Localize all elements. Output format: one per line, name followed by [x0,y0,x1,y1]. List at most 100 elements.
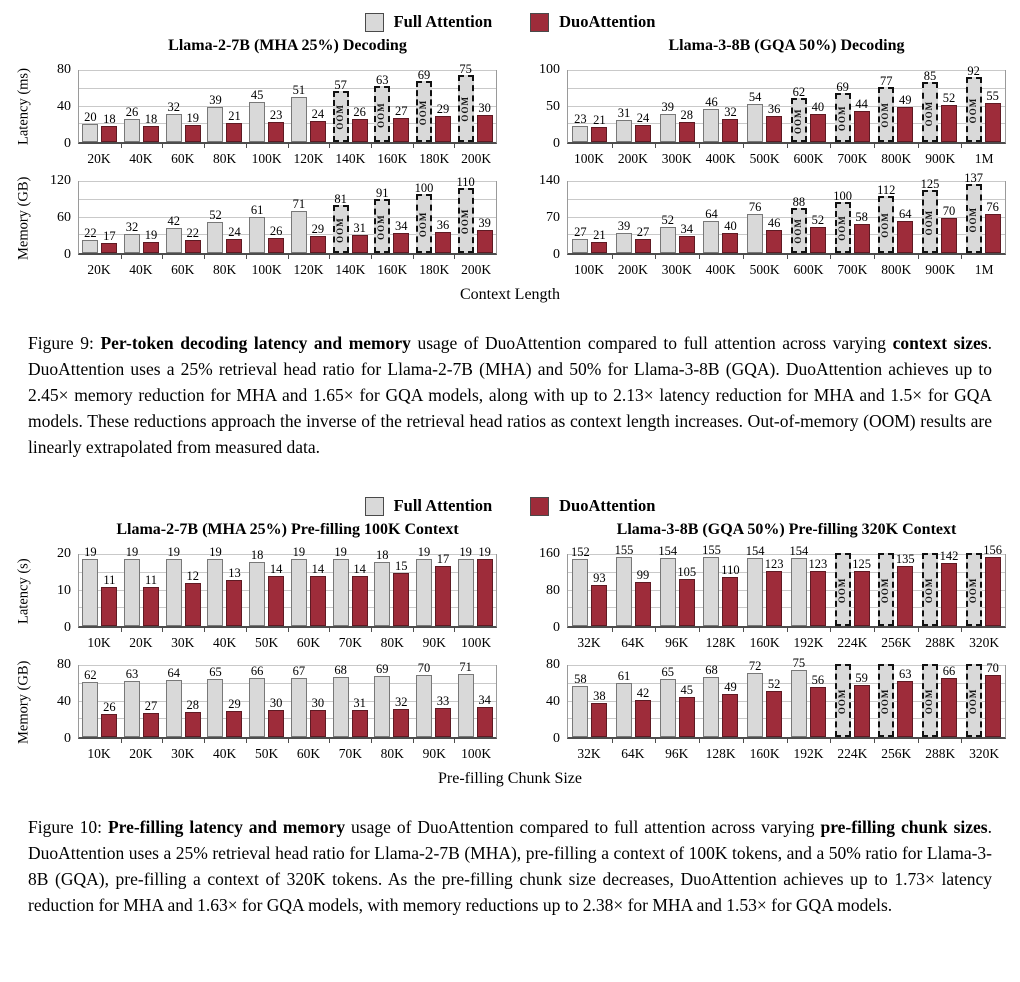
y-tick-label: 80 [57,62,71,77]
caption-bold-text: Pre-filling latency and memory [107,817,346,837]
oom-label: OOM [923,577,934,604]
gridline [79,665,496,666]
bar-group: 39 28 [655,71,699,142]
x-axis-tick [287,254,289,259]
bar-group: 63 27 [121,666,163,737]
bar-full: 62 [82,668,99,737]
bar-full-oom: 137 OOM [964,171,983,253]
x-tick-label: 300K [661,151,692,166]
value-label: 38 [593,689,606,704]
bar-duo: 42 [635,686,652,737]
bar-group: 62 26 [79,666,121,737]
value-label: 62 [84,667,97,682]
bar-duo: 39 [476,216,493,253]
value-label: 23 [574,111,587,126]
gridline [568,665,1005,666]
bar-full: 54 [747,90,764,142]
bar-full: 152 [571,545,590,626]
bar-full-oom: 77 OOM [878,75,895,142]
x-axis-ticks: 10K 20K 30K 40K 50K 60K 70K 80K 90K 100K [78,634,497,651]
x-tick-label: 288K [925,746,956,761]
value-label: 99 [636,568,650,583]
x-axis-tick [961,627,963,632]
bar-group: 154 123 [743,544,787,626]
bar-duo: 52 [766,677,783,737]
oom-label: OOM [880,577,891,604]
x-axis-tick [454,738,456,743]
bar-duo: 19 [184,112,201,142]
y-axis-ticks: 0 40 80 [34,658,78,746]
x-axis-tick [655,143,657,148]
x-axis-tick [204,738,206,743]
bar-duo: 27 [393,105,410,142]
bar-duo: 11 [101,573,118,626]
value-label: 52 [661,212,675,227]
bar-duo: 125 [852,557,871,626]
bar-group: 19 11 [121,545,163,626]
bar-group: 155 99 [612,544,656,626]
bar-full: 26 [124,105,141,142]
x-tick-label: 200K [461,151,492,166]
bar-duo: 32 [393,695,410,737]
value-label: 88 [792,195,806,210]
plot-area: 23 21 31 24 39 28 46 32 54 36 62 OOM 40 69 OOM 44 77 OOM 4… [567,64,1006,148]
chart: Memory (GB) 0 60 120 22 17 32 19 42 22 52 24 61 26 71 2… [14,174,497,262]
value-label: 26 [103,699,116,714]
value-label: 19 [125,544,139,559]
oom-label: OOM [967,577,978,604]
value-label: 32 [167,99,181,114]
bar-duo: 24 [309,107,326,142]
caption-text: Figure 10: [28,817,108,837]
gridline [79,123,496,125]
bar-duo: 29 [226,698,243,737]
x-axis-tick [370,254,372,259]
x-axis-tick [287,627,289,632]
bar-duo: 27 [635,226,652,253]
bar-duo: 15 [393,559,410,626]
x-axis-tick [786,254,788,259]
x-tick-label: 40K [213,635,237,650]
bar-full: 23 [572,112,589,142]
bar-group: 65 29 [204,666,246,737]
bar-group: 46 32 [699,71,743,142]
oom-label: OOM [967,688,978,715]
gridline [568,216,1005,218]
x-axis-tick [454,143,456,148]
gridline [568,70,1005,71]
x-tick-label: 10K [87,635,111,650]
x-tick-label: 40K [129,151,153,166]
x-tick-label: 700K [837,262,868,277]
x-axis-tick [655,738,657,743]
bar-group: 19 19 [454,545,496,626]
value-label: 31 [353,695,366,710]
value-label: 33 [436,693,450,708]
value-label: 76 [986,200,999,215]
bar-group: 52 34 [655,182,699,253]
bar-group: 22 17 [79,182,121,253]
x-tick-label: 192K [793,635,824,650]
bar-full: 31 [616,107,633,142]
value-label: 34 [478,692,491,707]
x-axis-tick [162,627,164,632]
x-axis-tick [204,627,206,632]
bar-duo: 70 [984,661,1001,737]
value-label: 18 [376,548,389,563]
value-label: 18 [250,548,264,563]
x-tick-label: 192K [793,746,824,761]
bar-duo: 123 [808,558,827,626]
value-label: 27 [144,699,158,714]
value-label: 49 [724,679,737,694]
value-label: 70 [986,660,999,675]
bar-full-oom: 75 OOM [457,63,474,142]
x-tick-label: 100K [573,151,604,166]
bar-full: 71 [457,661,474,737]
bar-group: 77 OOM 49 [874,71,918,142]
bar-full-oom: 91 OOM [374,187,391,253]
x-axis-tick [830,627,832,632]
x-tick-label: 40K [213,746,237,761]
y-tick-label: 10 [57,583,71,598]
x-axis-tick [917,627,919,632]
value-label: 65 [661,665,675,680]
oom-label: OOM [836,577,847,604]
bar-group: 51 24 [288,71,330,142]
